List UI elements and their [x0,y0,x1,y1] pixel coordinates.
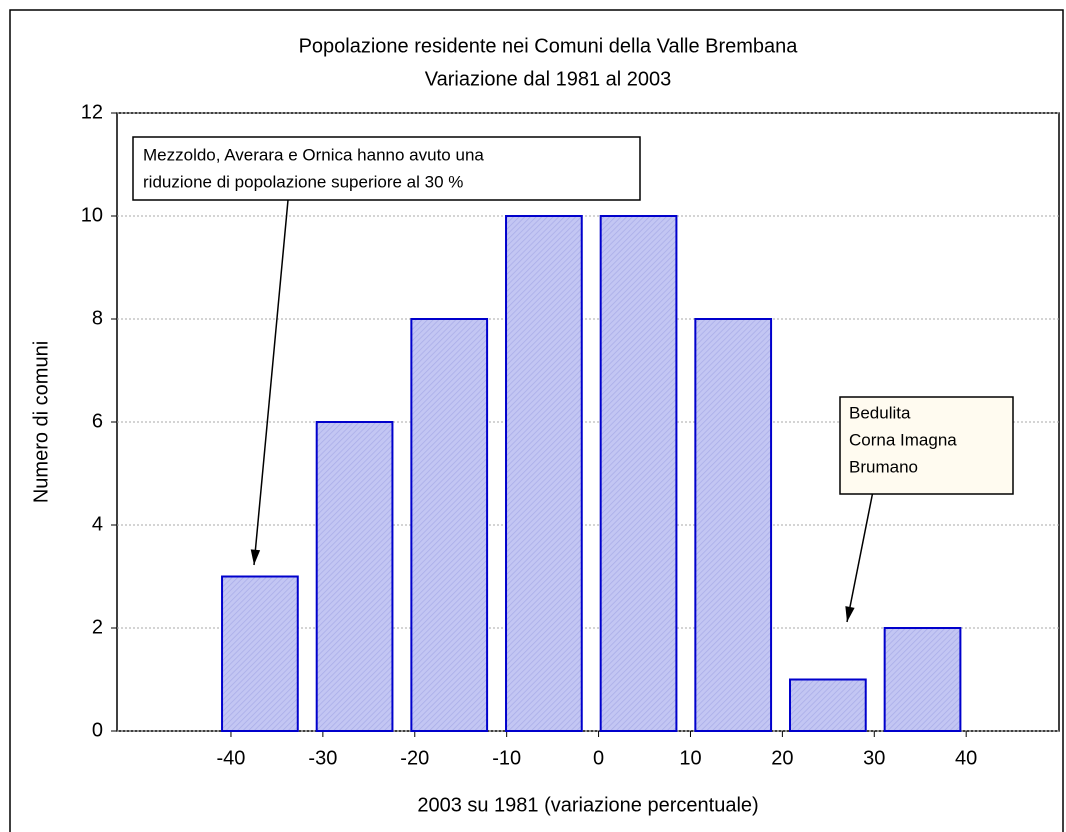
bar [883,627,962,732]
annotation-box [132,136,641,201]
arrow-head [845,606,855,622]
annotation-text: Corna Imagna [849,430,957,449]
y-tick-label: 2 [92,616,103,638]
y-tick-label: 8 [92,307,103,329]
x-tick-label: -20 [400,747,429,769]
bar [505,215,583,732]
x-tick-label: 0 [593,747,604,769]
bar [789,678,867,732]
annotation: Mezzoldo, Averara e Ornica hanno avuto u… [132,136,641,566]
annotation-text: Brumano [849,457,918,476]
annotation: Bedulita Corna Imagna Brumano [839,396,1014,623]
annotation-arrow [253,167,292,566]
y-tick-label: 12 [81,101,103,123]
x-tick-label: -40 [217,747,246,769]
bar [221,575,299,732]
y-tick-label: 6 [92,410,103,432]
y-axis-label: Numero di comuni [30,341,52,503]
annotation-box [839,396,1014,495]
chart-title: Popolazione residente nei Comuni della V… [299,35,799,57]
bar [315,421,394,732]
y-tick-label: 0 [92,719,103,741]
x-tick-label: 10 [679,747,701,769]
y-tick-label: 4 [92,513,103,535]
bar [599,215,678,732]
bar [694,318,773,732]
x-tick-label: 30 [863,747,885,769]
annotation-text: Mezzoldo, Averara e Ornica hanno avuto u… [143,145,484,164]
arrow-head [250,549,261,565]
y-tick-label: 10 [81,204,103,226]
chart-subtitle: Variazione dal 1981 al 2003 [425,68,671,90]
bar [410,318,489,732]
x-tick-label: -10 [492,747,521,769]
x-axis-label: 2003 su 1981 (variazione percentuale) [417,794,758,816]
annotation-text: riduzione di popolazione superiore al 30… [143,172,463,191]
annotation-text: Bedulita [849,403,911,422]
x-tick-label: 20 [771,747,793,769]
x-tick-label: -30 [308,747,337,769]
x-tick-label: 40 [955,747,977,769]
